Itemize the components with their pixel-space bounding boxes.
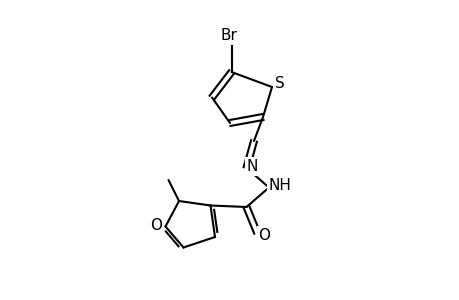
Text: O: O xyxy=(258,228,270,243)
Text: S: S xyxy=(274,76,284,92)
Text: O: O xyxy=(150,218,162,232)
Text: NH: NH xyxy=(268,178,290,194)
Text: Br: Br xyxy=(219,28,236,44)
Text: N: N xyxy=(246,159,257,174)
